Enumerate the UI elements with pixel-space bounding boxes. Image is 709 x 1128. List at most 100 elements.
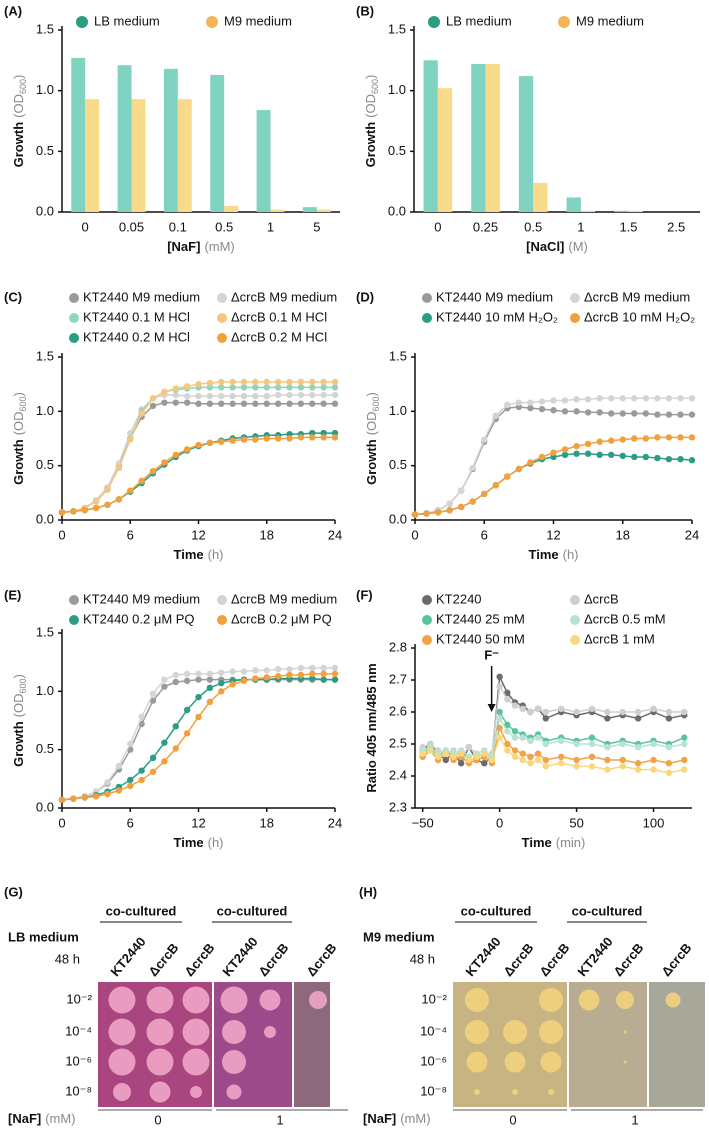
data-point xyxy=(631,410,638,417)
x-axis-label: Time (min) xyxy=(522,835,586,850)
data-point xyxy=(677,434,684,441)
data-point xyxy=(183,677,191,685)
data-point xyxy=(619,763,626,770)
legend-label: ΔcrcB M9 medium xyxy=(231,591,337,606)
data-point xyxy=(161,676,168,683)
data-point xyxy=(183,383,191,390)
data-point xyxy=(92,504,100,512)
legend-label: KT2440 10 mM H₂O₂ xyxy=(436,309,558,324)
x-tick-label: 2.5 xyxy=(667,219,685,234)
data-point xyxy=(104,501,111,508)
data-point xyxy=(206,400,214,407)
data-point xyxy=(229,378,236,386)
data-point xyxy=(604,715,611,722)
data-point xyxy=(665,708,673,716)
data-point xyxy=(588,763,596,770)
legend-label: ΔcrcB xyxy=(584,591,619,606)
bar xyxy=(270,209,285,212)
x-axis-label: Time (h) xyxy=(174,547,224,562)
data-point xyxy=(469,498,476,505)
annotation: F⁻ xyxy=(484,647,499,662)
data-point xyxy=(115,464,123,472)
data-point xyxy=(496,715,503,722)
bar xyxy=(117,65,132,212)
data-point xyxy=(149,768,157,776)
legend-label: ΔcrcB 0.2 M HCl xyxy=(231,329,327,344)
colony-spot xyxy=(108,986,136,1014)
y-unit: 600 xyxy=(18,396,28,411)
legend-marker xyxy=(570,595,580,605)
data-point xyxy=(619,452,626,460)
data-point xyxy=(195,392,202,400)
y-unit: 600 xyxy=(18,79,28,94)
data-point xyxy=(252,400,259,407)
data-point xyxy=(229,400,236,407)
data-point xyxy=(252,392,259,400)
colony-spot xyxy=(465,1020,489,1044)
data-point xyxy=(681,766,688,773)
y-tick-label: 0.0 xyxy=(36,511,54,526)
data-point xyxy=(650,705,657,712)
data-point xyxy=(115,496,123,503)
data-point xyxy=(297,400,305,407)
data-point xyxy=(527,399,534,406)
data-point xyxy=(465,744,473,751)
bar xyxy=(302,207,317,212)
data-point xyxy=(172,678,179,686)
data-point xyxy=(229,668,236,675)
data-point xyxy=(92,793,100,800)
data-point xyxy=(650,740,657,748)
data-point xyxy=(492,482,499,489)
data-point xyxy=(320,670,327,678)
y-tick-label: 1.0 xyxy=(36,683,54,698)
legend-label: KT2440 M9 medium xyxy=(83,591,200,606)
data-point xyxy=(550,407,557,414)
data-point xyxy=(442,756,449,764)
legend-marker xyxy=(428,16,440,28)
data-point xyxy=(297,391,305,399)
data-point xyxy=(434,753,442,760)
conc-label: [NaF] xyxy=(8,1111,41,1126)
legend-label: KT2440 0.1 M HCl xyxy=(83,309,190,324)
data-point xyxy=(115,787,123,794)
data-point xyxy=(534,734,542,741)
data-point xyxy=(496,673,503,680)
legend-marker xyxy=(69,293,79,303)
strain-label: KT2440 xyxy=(462,934,503,979)
data-point xyxy=(149,697,157,704)
conc-value: 0 xyxy=(509,1112,516,1127)
y-tick-label: 0.0 xyxy=(388,203,406,218)
data-point xyxy=(309,378,316,386)
x-label-text: [NaF] xyxy=(167,239,200,254)
x-tick-label: 1.5 xyxy=(619,219,637,234)
annotation-arrowhead xyxy=(487,704,496,712)
bar xyxy=(163,68,178,213)
data-point xyxy=(542,708,550,716)
y-unit: 600 xyxy=(370,79,380,94)
data-point xyxy=(654,395,661,402)
colony-spot xyxy=(222,1050,246,1074)
colony-spot xyxy=(108,1018,136,1046)
colony-spot xyxy=(465,988,489,1012)
data-point xyxy=(70,795,77,802)
data-point xyxy=(442,750,449,757)
y-unit: (OD xyxy=(11,412,26,436)
conc-value: 1 xyxy=(631,1112,638,1127)
data-point xyxy=(596,438,603,445)
strain-label: KT2440 xyxy=(219,934,260,979)
data-point xyxy=(573,756,580,764)
data-point xyxy=(229,437,236,444)
data-point xyxy=(218,392,225,400)
data-point xyxy=(286,671,293,679)
data-point xyxy=(218,378,225,386)
x-axis-label: [NaCl] (M) xyxy=(526,239,588,254)
data-point xyxy=(450,753,457,760)
data-point xyxy=(604,766,611,773)
data-point xyxy=(138,776,145,784)
data-point xyxy=(104,779,111,786)
colony-spot xyxy=(108,1048,136,1076)
x-tick-label: 12 xyxy=(191,815,205,830)
bar xyxy=(614,210,629,212)
dilution-label: 10⁻⁸ xyxy=(65,1083,92,1098)
